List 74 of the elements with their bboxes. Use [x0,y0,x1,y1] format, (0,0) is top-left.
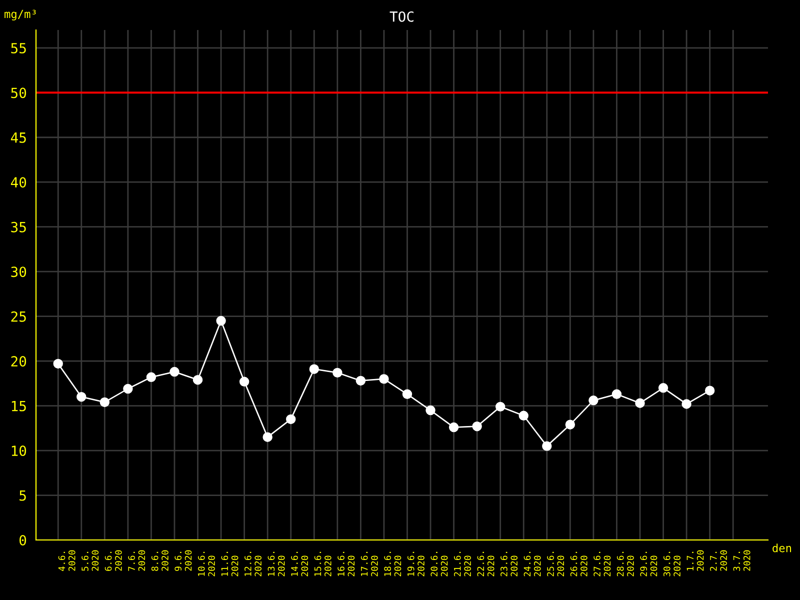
x-tick-label: 15.6. 2020 [314,552,332,576]
point [146,372,156,382]
y-tick-label: 30 [11,266,26,278]
point [518,410,528,420]
x-tick-label: 26.6. 2020 [570,552,588,576]
x-tick-label: 14.6. 2020 [291,552,308,576]
x-tick-label: 19.6. 2020 [407,552,424,576]
x-tick-label: 10.6. 2020 [198,552,215,576]
x-tick-label: 17.6. 2020 [360,552,378,576]
chart-title: TOC [390,11,414,22]
point [170,366,180,377]
point [565,420,576,430]
point [379,374,389,384]
point [216,316,226,326]
x-tick-label: 29.6. 2020 [640,552,658,576]
point [262,432,272,442]
x-tick-label: 4.6. 2020 [58,550,76,572]
point [658,383,668,393]
x-tick-label: 25.6. 2020 [547,552,564,576]
x-tick-label: 8.6. 2020 [151,550,168,571]
x-tick-label: 1.7. 2020 [686,550,704,571]
point [495,402,506,412]
x-tick-label: 22.6. 2020 [477,552,494,576]
x-tick-label: 27.6. 2020 [594,552,611,576]
x-tick-label: 23.6. 2020 [500,552,518,576]
x-tick-label: 12.6. 2020 [244,552,262,576]
x-tick-label: 18.6. 2020 [384,552,402,576]
x-tick-label: 16.6. 2020 [338,552,355,576]
point [402,389,412,400]
x-tick-label: 5.6. 2020 [82,550,99,571]
point [612,389,622,400]
point [426,405,436,416]
y-tick-label: 5 [20,490,26,501]
y-tick-label: 25 [11,311,26,322]
x-tick-label: 2.7. 2020 [710,550,728,571]
point [309,364,319,374]
x-tick-label: 11.6. 2020 [221,552,238,576]
y-tick-label: 10 [12,446,26,456]
point [332,368,342,378]
x-axis-title: den [772,544,792,552]
point [76,392,86,402]
point [682,399,692,409]
point [472,422,482,432]
x-tick-label: 3.7. 2020 [733,550,750,571]
point [635,398,645,408]
y-tick-label: 20 [11,356,26,367]
x-tick-label: 30.6. 2020 [663,552,680,576]
point [100,397,110,408]
x-tick-label: 28.6. 2020 [616,552,634,576]
y-tick-label: 35 [11,222,26,232]
y-tick-label: 40 [10,177,26,188]
point [286,414,296,424]
y-tick-label: 15 [12,400,26,412]
x-tick-label: 20.6. 2020 [430,552,448,576]
y-tick-label: 0 [20,535,26,546]
x-tick-label: 7.6. 2020 [128,550,146,571]
y-tick-label: 45 [10,132,26,143]
x-tick-label: 13.6. 2020 [268,552,285,576]
point [542,441,552,451]
point [192,374,203,385]
point [588,396,598,406]
point [53,358,63,369]
x-tick-label: 24.6. 2020 [524,552,541,576]
y-tick-label: 50 [11,88,26,98]
point [704,386,715,396]
x-tick-label: 6.6. 2020 [104,550,122,571]
x-tick-label: 21.6. 2020 [454,552,471,576]
y-axis-title: mg/m³ [4,10,36,20]
y-tick-label: 55 [11,43,26,54]
point [123,384,133,394]
point [448,422,459,432]
x-tick-label: 9.6. 2020 [174,550,192,571]
point [356,376,366,386]
point [239,376,250,386]
